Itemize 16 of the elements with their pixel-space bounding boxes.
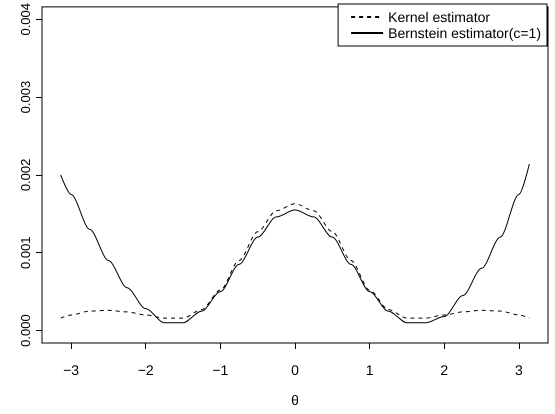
x-tick-label: −1 bbox=[212, 362, 229, 378]
x-tick-label: 3 bbox=[514, 362, 523, 378]
x-tick-label: 1 bbox=[366, 362, 374, 378]
legend-label: Kernel estimator bbox=[388, 9, 490, 25]
y-tick-label: 0.004 bbox=[18, 2, 33, 36]
y-tick-label: 0.000 bbox=[18, 314, 33, 347]
x-tick-label: 2 bbox=[440, 362, 448, 378]
legend-label: Bernstein estimator(c=1) bbox=[388, 25, 542, 41]
y-tick-label: 0.001 bbox=[18, 236, 33, 269]
x-tick-label: −2 bbox=[138, 362, 154, 378]
y-tick-label: 0.002 bbox=[18, 158, 33, 192]
x-axis-title: θ bbox=[291, 392, 300, 408]
line-series bbox=[60, 164, 530, 324]
x-tick-label: −3 bbox=[63, 362, 80, 378]
x-tick-label: 0 bbox=[291, 362, 300, 378]
y-tick-label: 0.003 bbox=[18, 80, 33, 114]
